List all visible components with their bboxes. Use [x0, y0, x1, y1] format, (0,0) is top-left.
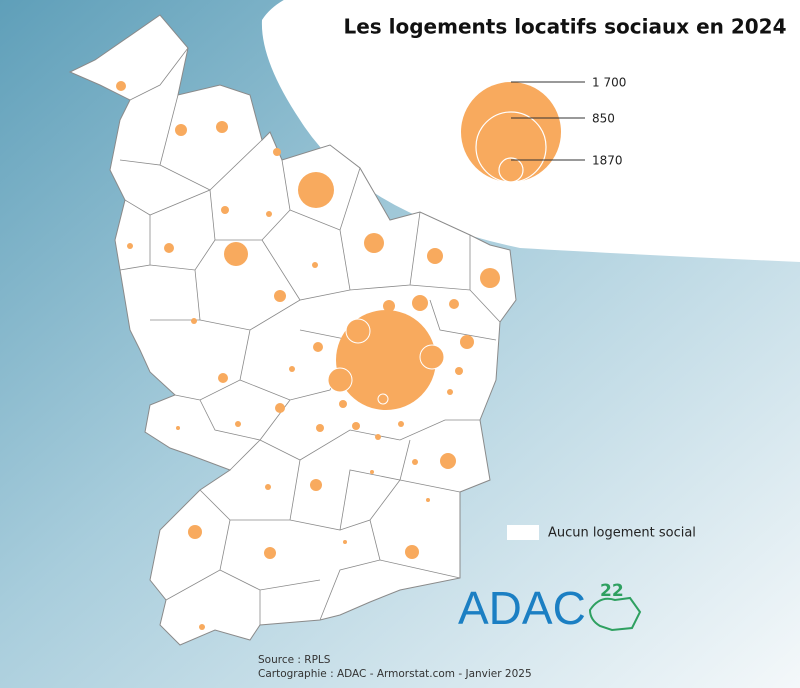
commune-circle	[352, 422, 360, 430]
commune-circle	[480, 268, 500, 288]
commune-circle	[273, 148, 281, 156]
commune-circle	[370, 470, 374, 474]
commune-circle	[345, 318, 371, 344]
department-outline	[68, 14, 517, 646]
commune-circle	[447, 389, 453, 395]
commune-circle	[274, 290, 286, 302]
legend-label: 1870	[592, 154, 623, 168]
logo-shape	[588, 596, 642, 632]
commune-circle	[175, 124, 187, 136]
credit-text: Cartographie : ADAC - Armorstat.com - Ja…	[258, 668, 532, 680]
commune-boundaries	[119, 47, 501, 625]
commune-circle	[460, 335, 474, 349]
commune-circle	[127, 243, 133, 249]
commune-circle	[235, 421, 241, 427]
commune-circle	[264, 547, 276, 559]
commune-circle	[426, 498, 430, 502]
commune-circle	[412, 295, 428, 311]
commune-circle	[275, 403, 285, 413]
commune-circle	[364, 233, 384, 253]
commune-circle	[289, 366, 295, 372]
commune-circle	[218, 373, 228, 383]
commune-circle	[298, 172, 334, 208]
commune-circle	[383, 300, 395, 312]
legend-label: 1 700	[592, 76, 626, 90]
legend-circle	[498, 157, 524, 183]
commune-circle	[427, 248, 443, 264]
commune-circle	[440, 453, 456, 469]
commune-circle	[316, 424, 324, 432]
legend-label: 850	[592, 112, 615, 126]
commune-circles	[116, 81, 500, 630]
no-housing-label: Aucun logement social	[548, 526, 696, 541]
no-housing-swatch	[507, 525, 539, 540]
commune-circle	[405, 545, 419, 559]
size-legend: 1 700 850 1870	[461, 76, 626, 183]
commune-circle	[312, 262, 318, 268]
commune-circle	[375, 434, 381, 440]
commune-circle	[191, 318, 197, 324]
commune-circle	[412, 459, 418, 465]
commune-circle	[216, 121, 228, 133]
source-text: Source : RPLS	[258, 654, 331, 666]
commune-circle	[398, 421, 404, 427]
commune-circle	[164, 243, 174, 253]
commune-circle	[199, 624, 205, 630]
commune-circle	[224, 242, 248, 266]
logo: ADAC 22	[458, 581, 642, 634]
commune-circle	[188, 525, 202, 539]
commune-circle	[116, 81, 126, 91]
logo-text: ADAC	[458, 582, 586, 634]
map-title: Les logements locatifs sociaux en 2024	[343, 15, 786, 39]
commune-circle	[343, 540, 347, 544]
commune-circle	[310, 479, 322, 491]
commune-circle	[327, 367, 353, 393]
commune-circle	[455, 367, 463, 375]
commune-circle	[176, 426, 180, 430]
commune-circle	[339, 400, 347, 408]
commune-circle	[377, 393, 389, 405]
commune-circle	[419, 344, 445, 370]
commune-circle	[266, 211, 272, 217]
commune-circle	[449, 299, 459, 309]
logo-number: 22	[600, 581, 624, 601]
commune-circle	[221, 206, 229, 214]
commune-circle	[265, 484, 271, 490]
commune-circle	[313, 342, 323, 352]
